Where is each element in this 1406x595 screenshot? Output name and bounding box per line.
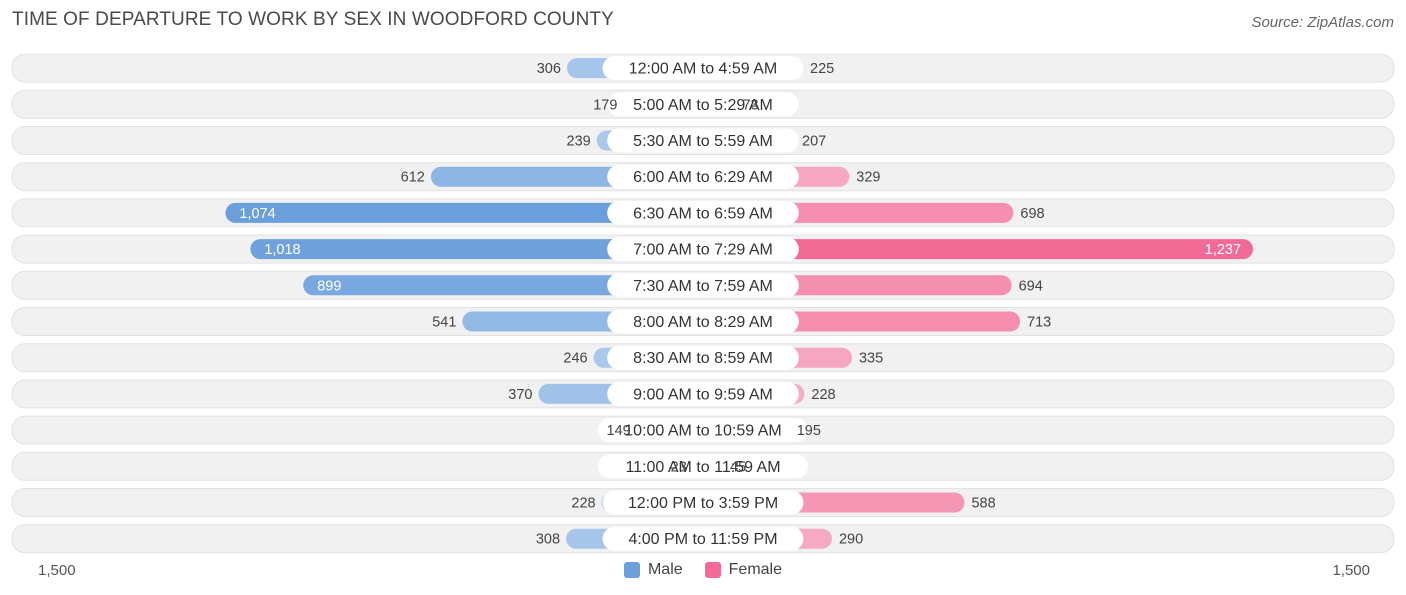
- female-value-label: 694: [1019, 278, 1043, 294]
- male-value-label: 246: [563, 351, 587, 367]
- category-pill: [607, 309, 799, 334]
- female-value-label: 73: [742, 97, 758, 113]
- category-label: 6:30 AM to 6:59 AM: [633, 205, 773, 222]
- category-label: 7:00 AM to 7:29 AM: [633, 242, 773, 259]
- category-label: 4:00 PM to 11:59 PM: [628, 531, 777, 548]
- male-value-label: 228: [571, 496, 595, 512]
- male-value-label: 23: [671, 459, 687, 475]
- male-value-label: 239: [567, 134, 591, 150]
- category-pill: [598, 454, 808, 479]
- male-value-label: 179: [593, 97, 617, 113]
- male-bar: [303, 275, 703, 296]
- chart-canvas: 12:00 AM to 4:59 AM 306 225 5:00 AM to 5:29…: [11, 53, 1395, 554]
- male-value-label: 1,074: [239, 206, 275, 222]
- category-label: 8:30 AM to 8:59 AM: [633, 350, 773, 367]
- category-label: 5:30 AM to 5:59 AM: [633, 133, 773, 150]
- female-value-label: 698: [1020, 206, 1044, 222]
- category-pill: [602, 56, 804, 81]
- male-bar: [225, 202, 704, 223]
- female-value-label: 588: [971, 496, 995, 512]
- category-pill: [607, 128, 799, 153]
- female-value-label: 207: [802, 134, 826, 150]
- category-pill: [607, 92, 799, 117]
- category-pill: [607, 273, 799, 298]
- category-pill: [607, 237, 799, 262]
- female-value-label: 290: [839, 532, 863, 548]
- male-value-label: 149: [607, 423, 631, 439]
- legend-female[interactable]: Female: [704, 561, 783, 579]
- chart-title: TIME OF DEPARTURE TO WORK BY SEX IN WOOD…: [12, 9, 614, 30]
- female-bar: [703, 239, 1254, 260]
- category-label: 10:00 AM to 10:59 AM: [624, 423, 781, 440]
- legend: Male Female: [0, 561, 1406, 579]
- female-value-label: 713: [1027, 315, 1051, 331]
- category-pill: [598, 418, 808, 443]
- category-pill: [607, 200, 799, 225]
- female-swatch: [704, 562, 721, 578]
- female-value-label: 225: [810, 61, 834, 77]
- male-value-label: 306: [537, 61, 561, 77]
- category-pill: [607, 345, 799, 370]
- female-value-label: 335: [859, 351, 883, 367]
- axis-left-label: 1,500: [38, 562, 76, 579]
- male-value-label: 1,018: [264, 242, 300, 258]
- category-pill: [607, 164, 799, 189]
- male-swatch: [623, 562, 640, 578]
- female-value-label: 45: [730, 459, 746, 475]
- female-value-label: 329: [856, 170, 880, 186]
- male-value-label: 541: [432, 315, 456, 331]
- male-bar: [250, 239, 703, 260]
- category-label: 8:00 AM to 8:29 AM: [633, 314, 773, 331]
- legend-female-label: Female: [728, 561, 783, 578]
- male-value-label: 899: [317, 278, 341, 294]
- category-label: 12:00 PM to 3:59 PM: [628, 495, 778, 512]
- source-credit: Source: ZipAtlas.com: [1251, 14, 1394, 31]
- category-label: 12:00 AM to 4:59 AM: [629, 61, 778, 78]
- category-label: 7:30 AM to 7:59 AM: [633, 278, 773, 295]
- category-pill: [602, 490, 804, 515]
- female-value-label: 195: [797, 423, 821, 439]
- male-value-label: 612: [401, 170, 425, 186]
- category-pill: [607, 381, 799, 406]
- category-label: 6:00 AM to 6:29 AM: [633, 169, 773, 186]
- category-label: 11:00 AM to 11:59 AM: [625, 459, 780, 476]
- category-pill: [602, 526, 804, 551]
- male-value-label: 308: [536, 532, 560, 548]
- male-value-label: 370: [508, 387, 532, 403]
- female-value-label: 228: [811, 387, 835, 403]
- legend-male[interactable]: Male: [623, 561, 683, 579]
- category-label: 9:00 AM to 9:59 AM: [633, 386, 773, 403]
- axis-right-label: 1,500: [1332, 562, 1370, 579]
- legend-male-label: Male: [647, 561, 683, 578]
- category-label: 5:00 AM to 5:29 AM: [633, 97, 773, 114]
- female-value-label: 1,237: [1205, 242, 1241, 258]
